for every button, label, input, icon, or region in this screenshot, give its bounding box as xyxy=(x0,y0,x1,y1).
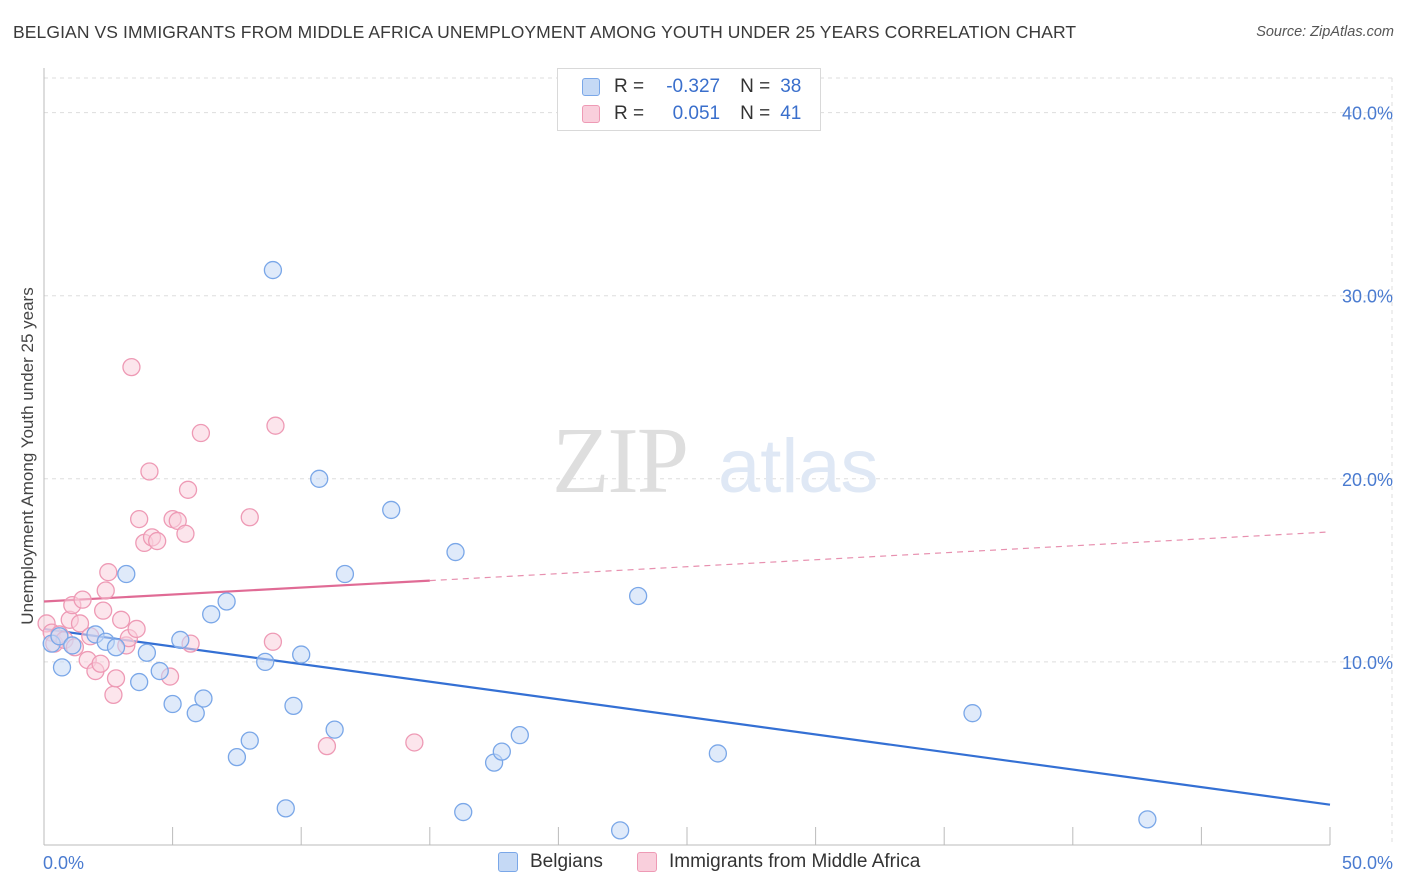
y-axis-label: Unemployment Among Youth under 25 years xyxy=(18,287,37,624)
x-tick-label: 0.0% xyxy=(43,853,84,873)
data-point xyxy=(73,590,92,609)
data-point xyxy=(217,592,236,611)
data-point xyxy=(186,704,205,723)
legend-swatch-immigrants xyxy=(582,105,600,123)
data-point xyxy=(52,658,72,677)
data-point xyxy=(317,736,337,756)
legend-n-value: 38 xyxy=(780,76,802,97)
data-point xyxy=(150,661,169,681)
series-legend: Belgians Immigrants from Middle Africa xyxy=(0,851,1406,879)
data-point xyxy=(117,564,136,584)
tick-labels: 10.0% 20.0% 30.0% 40.0% 0.0% 50.0% xyxy=(43,104,1393,873)
data-point xyxy=(382,500,401,520)
data-point xyxy=(130,672,149,692)
data-point xyxy=(178,480,198,499)
legend-r-value: 0.051 xyxy=(672,103,721,124)
axes xyxy=(43,68,1331,846)
data-points xyxy=(37,260,1157,840)
legend-n-label: N = xyxy=(740,76,771,97)
data-point xyxy=(163,694,182,714)
data-point xyxy=(137,643,157,662)
data-point xyxy=(202,605,221,624)
legend-label-immigrants: Immigrants from Middle Africa xyxy=(669,851,921,872)
y-tick-label: 10.0% xyxy=(1342,653,1393,673)
data-point xyxy=(176,524,195,543)
source-label: Source: ZipAtlas.com xyxy=(1256,24,1394,40)
data-point xyxy=(325,720,344,739)
x-tick-label: 50.0% xyxy=(1342,853,1393,873)
correlation-legend: R = -0.327 N = 38 R = 0.051 N = 41 xyxy=(557,68,821,131)
data-point xyxy=(276,799,295,818)
data-point xyxy=(708,744,728,763)
trend-line xyxy=(43,627,1331,806)
data-point xyxy=(140,462,159,481)
data-point xyxy=(310,469,329,488)
data-point xyxy=(510,725,529,745)
data-point xyxy=(194,689,213,708)
legend-r-label: R = xyxy=(614,103,645,124)
data-point xyxy=(127,619,146,639)
data-point xyxy=(94,601,113,620)
data-point xyxy=(96,581,115,600)
data-point xyxy=(106,669,126,688)
data-point xyxy=(240,508,259,527)
legend-row-immigrants: R = 0.051 N = 41 xyxy=(582,102,801,126)
data-point xyxy=(263,260,283,280)
legend-label-belgians: Belgians xyxy=(530,851,603,872)
data-point xyxy=(1138,810,1157,829)
legend-n-label: N = xyxy=(740,103,771,124)
legend-r-value: -0.327 xyxy=(666,76,721,97)
data-point xyxy=(256,652,275,672)
watermark-zip: ZIP xyxy=(552,409,687,513)
legend-item-belgians: Belgians xyxy=(498,851,603,873)
data-point xyxy=(610,821,630,840)
watermark: ZIP atlas xyxy=(552,409,879,513)
data-point xyxy=(191,423,211,443)
data-point xyxy=(284,696,303,715)
data-point xyxy=(454,802,473,822)
trend-line-dashed xyxy=(429,531,1331,582)
swatch-immigrants xyxy=(637,852,657,872)
watermark-atlas: atlas xyxy=(718,424,879,509)
data-point xyxy=(104,685,123,705)
legend-swatch-belgians xyxy=(582,78,600,96)
legend-n-value: 41 xyxy=(780,103,802,124)
data-point xyxy=(263,632,283,651)
legend-item-immigrants: Immigrants from Middle Africa xyxy=(637,851,920,873)
data-point xyxy=(492,742,511,761)
y-tick-label: 30.0% xyxy=(1342,287,1393,307)
data-point xyxy=(99,563,118,582)
data-point xyxy=(405,733,424,752)
data-point xyxy=(122,357,141,377)
data-point xyxy=(148,531,167,551)
chart-title: BELGIAN VS IMMIGRANTS FROM MIDDLE AFRICA… xyxy=(13,22,1077,42)
data-point xyxy=(335,564,355,584)
y-tick-label: 40.0% xyxy=(1342,104,1393,124)
data-point xyxy=(106,638,126,657)
data-point xyxy=(266,416,285,435)
data-point xyxy=(227,747,247,767)
legend-row-belgians: R = -0.327 N = 38 xyxy=(582,75,801,99)
data-point xyxy=(130,509,149,529)
y-tick-label: 20.0% xyxy=(1342,470,1393,490)
data-point xyxy=(963,704,982,723)
data-point xyxy=(171,630,190,650)
data-point xyxy=(446,542,465,562)
data-point xyxy=(63,636,82,655)
data-point xyxy=(70,614,90,633)
data-point xyxy=(240,731,259,750)
data-point xyxy=(292,645,311,664)
data-point xyxy=(112,610,131,629)
data-point xyxy=(91,654,110,673)
swatch-belgians xyxy=(498,852,518,872)
legend-r-label: R = xyxy=(614,76,645,97)
data-point xyxy=(628,586,648,606)
data-point xyxy=(50,627,69,646)
